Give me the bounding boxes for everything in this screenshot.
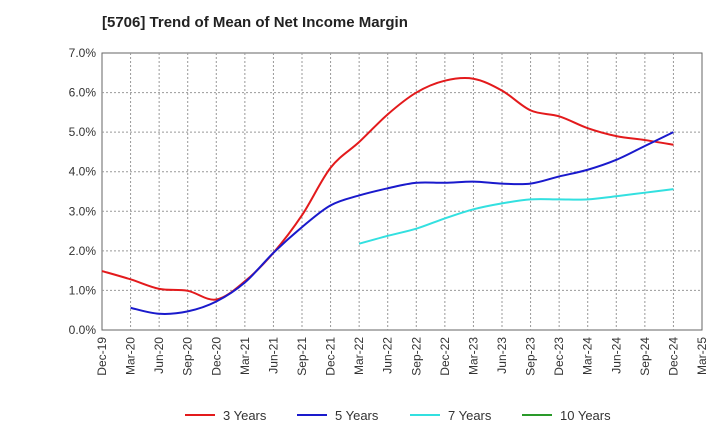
y-tick-label: 5.0% <box>69 125 97 139</box>
x-tick-label: Jun-20 <box>152 337 166 374</box>
legend-label: 3 Years <box>223 408 267 423</box>
plot-area <box>101 52 703 331</box>
x-tick-label: Sep-23 <box>524 337 538 376</box>
x-tick-label: Mar-25 <box>695 337 709 375</box>
series-layer <box>101 77 674 315</box>
legend-label: 5 Years <box>335 408 379 423</box>
x-tick-label: Mar-24 <box>581 337 595 375</box>
x-tick-label: Sep-24 <box>638 337 652 376</box>
x-tick-label: Dec-24 <box>666 337 680 376</box>
x-tick-label: Dec-23 <box>552 337 566 376</box>
x-tick-label: Mar-23 <box>466 337 480 375</box>
y-tick-label: 4.0% <box>69 165 97 179</box>
x-tick-label: Dec-20 <box>209 337 223 376</box>
legend-label: 7 Years <box>448 408 492 423</box>
y-tick-label: 1.0% <box>69 283 97 297</box>
x-tick-label: Dec-21 <box>324 337 338 376</box>
x-tick-label: Mar-21 <box>238 337 252 375</box>
series-line-5-years <box>130 131 674 315</box>
x-tick-label: Jun-24 <box>609 337 623 374</box>
x-tick-label: Mar-22 <box>352 337 366 375</box>
x-tick-label: Jun-23 <box>495 337 509 374</box>
x-tick-label: Sep-22 <box>409 337 423 376</box>
y-tick-label: 3.0% <box>69 204 97 218</box>
x-tick-label: Mar-20 <box>124 337 138 375</box>
axis-layer: 0.0% 1.0% 2.0% 3.0% 4.0% 5.0% 6.0% 7.0% Dec-19 Ma… <box>69 46 709 376</box>
y-tick-label: 6.0% <box>69 86 97 100</box>
x-tick-label: Jun-22 <box>381 337 395 374</box>
x-tick-label: Dec-22 <box>438 337 452 376</box>
x-tick-label: Sep-20 <box>181 337 195 376</box>
series-line-3-years <box>101 77 674 301</box>
legend: 3 Years 5 Years 7 Years 10 Years <box>185 408 611 423</box>
y-tick-label: 0.0% <box>69 323 97 337</box>
series-line-7-years <box>358 188 674 245</box>
y-tick-label: 7.0% <box>69 46 97 60</box>
x-tick-label: Jun-21 <box>266 337 280 374</box>
chart-title: [5706] Trend of Mean of Net Income Margi… <box>102 14 408 31</box>
legend-label: 10 Years <box>560 408 611 423</box>
x-tick-label: Dec-19 <box>95 337 109 376</box>
x-tick-label: Sep-21 <box>295 337 309 376</box>
y-tick-label: 2.0% <box>69 244 97 258</box>
